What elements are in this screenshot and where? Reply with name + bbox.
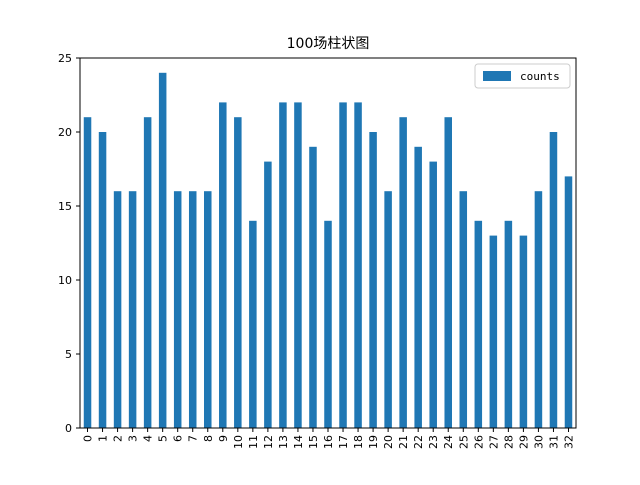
bar-2 — [113, 191, 122, 428]
x-tick-label: 5 — [157, 435, 170, 442]
x-tick-label: 19 — [367, 435, 380, 449]
bars-group — [83, 72, 573, 429]
bar-30 — [534, 191, 543, 428]
bar-20 — [384, 191, 392, 428]
x-tick-label: 24 — [442, 435, 455, 449]
x-tick-label: 23 — [427, 435, 440, 449]
bar-12 — [264, 161, 272, 428]
legend: counts — [474, 63, 571, 89]
x-tick-label: 17 — [337, 435, 350, 449]
y-tick-label: 5 — [65, 348, 72, 361]
x-tick-label: 18 — [352, 435, 365, 449]
x-tick-label: 20 — [382, 435, 395, 449]
bar-6 — [173, 191, 182, 428]
bar-11 — [249, 220, 257, 428]
x-tick-label: 12 — [262, 435, 275, 449]
x-tick-label: 10 — [232, 435, 245, 449]
bar-8 — [204, 191, 212, 428]
bar-13 — [279, 102, 287, 429]
legend-box — [474, 63, 571, 89]
bar-1 — [98, 132, 107, 428]
chart-title: 100场柱状图 — [287, 36, 370, 52]
x-tick-label: 26 — [472, 435, 485, 449]
x-tick-label: 29 — [517, 435, 530, 449]
bar-17 — [339, 102, 347, 429]
bar-15 — [309, 146, 317, 429]
y-tick-label: 10 — [58, 274, 72, 287]
x-tick-label: 30 — [532, 435, 545, 449]
y-tick-label: 20 — [58, 126, 72, 139]
x-tick-label: 0 — [82, 435, 95, 442]
bar-10 — [234, 117, 242, 428]
x-tick-label: 8 — [202, 435, 215, 442]
bar-7 — [188, 191, 197, 428]
x-tick-label: 15 — [307, 435, 320, 449]
bar-29 — [519, 235, 528, 428]
x-tick-label: 1 — [97, 435, 110, 442]
legend-swatch — [483, 71, 511, 81]
bar-22 — [414, 146, 422, 429]
x-tick-label: 32 — [562, 435, 575, 449]
x-tick-label: 27 — [487, 435, 500, 449]
bar-25 — [459, 191, 468, 428]
bar-9 — [219, 102, 227, 429]
y-axis-ticks: 0 5 10 15 20 25 — [58, 52, 80, 435]
bar-24 — [444, 117, 452, 428]
x-tick-label: 16 — [322, 435, 335, 449]
y-tick-label: 15 — [58, 200, 72, 213]
bar-3 — [128, 191, 137, 428]
bar-19 — [369, 132, 377, 428]
x-tick-label: 21 — [397, 435, 410, 449]
x-tick-label: 3 — [127, 435, 140, 442]
x-tick-label: 31 — [547, 435, 560, 449]
x-tick-label: 14 — [292, 435, 305, 449]
y-tick-label: 25 — [58, 52, 72, 65]
bar-16 — [324, 220, 332, 428]
x-axis-ticks: 0 1 2 3 4 5 6 7 8 9 10 11 12 13 14 15 16 17 18 19 20 21 22 23 24… — [82, 428, 575, 449]
plot-frame — [79, 57, 577, 429]
x-tick-label: 13 — [277, 435, 290, 449]
bar-0 — [83, 117, 92, 428]
x-tick-label: 25 — [457, 435, 470, 449]
bar-32 — [564, 176, 573, 428]
legend-label: counts — [520, 70, 560, 83]
bar-21 — [399, 117, 407, 428]
bar-27 — [489, 235, 498, 428]
bar-26 — [474, 220, 483, 428]
x-tick-label: 7 — [187, 435, 200, 442]
bar-14 — [294, 102, 302, 429]
x-tick-label: 28 — [502, 435, 515, 449]
bar-5 — [158, 72, 167, 429]
y-tick-label: 0 — [65, 422, 72, 435]
bar-31 — [549, 132, 558, 428]
x-tick-label: 4 — [142, 435, 155, 442]
bar-4 — [143, 117, 152, 428]
bar-28 — [504, 220, 513, 428]
x-tick-label: 11 — [247, 435, 260, 449]
bar-23 — [429, 161, 437, 428]
x-tick-label: 22 — [412, 435, 425, 449]
x-tick-label: 6 — [172, 435, 185, 442]
x-tick-label: 2 — [112, 435, 125, 442]
x-tick-label: 9 — [217, 435, 230, 442]
bar-18 — [354, 102, 362, 429]
